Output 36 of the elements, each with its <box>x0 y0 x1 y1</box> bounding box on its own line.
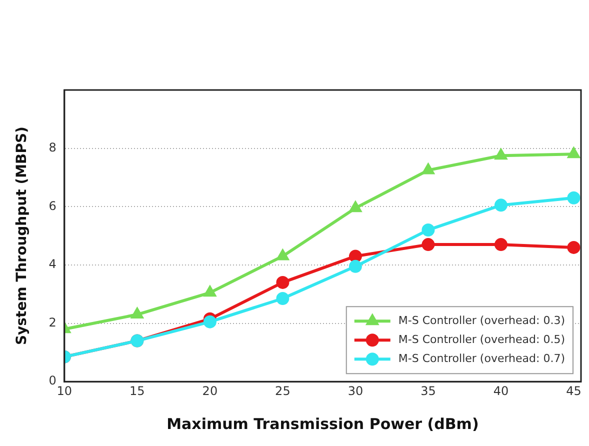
point <box>276 292 290 305</box>
y-tick-label: 4 <box>48 257 56 272</box>
x-tick-label: 25 <box>275 384 290 398</box>
point <box>494 198 508 212</box>
point <box>422 164 434 174</box>
point <box>203 315 216 328</box>
point <box>348 250 362 263</box>
x-tick-label: 10 <box>56 384 72 398</box>
x-axis-title: Maximum Transmission Power (dBm) <box>166 414 479 433</box>
point <box>568 148 580 158</box>
point <box>422 223 435 236</box>
point <box>276 276 290 289</box>
y-tick-label: 8 <box>48 140 56 154</box>
x-tick-label: 30 <box>348 384 364 398</box>
legend-label: M-S Controller (overhead: 0.3) <box>398 314 566 327</box>
x-tick-label: 45 <box>566 384 582 398</box>
x-tick-label: 35 <box>420 384 436 398</box>
point <box>422 238 435 252</box>
y-tick-label: 2 <box>48 315 56 330</box>
point <box>494 238 508 252</box>
y-tick-label: 6 <box>48 198 56 213</box>
x-tick-label: 40 <box>493 384 509 398</box>
point <box>276 250 289 260</box>
legend-label: M-S Controller (overhead: 0.5) <box>398 332 566 346</box>
point <box>204 286 216 297</box>
point <box>348 260 362 273</box>
y-axis-title: System Throughput (MBPS) <box>14 126 30 346</box>
point <box>495 149 507 160</box>
point <box>567 240 580 254</box>
point <box>350 202 362 212</box>
legend-label: M-S Controller (overhead: 0.7) <box>398 352 566 365</box>
y-tick-label: 0 <box>48 374 56 388</box>
x-tick-label: 20 <box>202 384 218 398</box>
x-tick-label: 15 <box>130 384 145 398</box>
point <box>567 191 580 204</box>
point <box>131 308 144 319</box>
